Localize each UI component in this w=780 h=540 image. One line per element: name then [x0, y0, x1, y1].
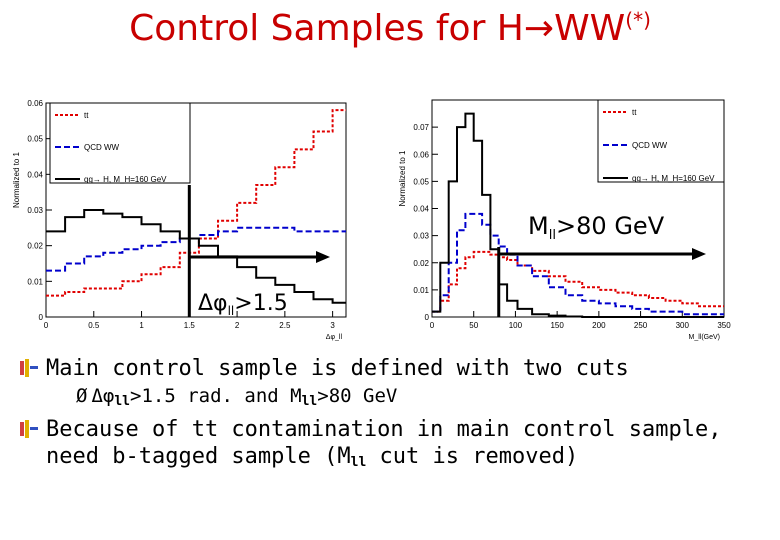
y-tick-label: 0.05: [27, 135, 43, 144]
bullet-btag-ll: ll: [350, 455, 367, 470]
x-tick-label: 300: [676, 321, 690, 330]
x-tick-label: 2.5: [279, 321, 291, 330]
sub-text-ll-1: ll: [114, 394, 130, 409]
sub-text-ll-2: ll: [301, 394, 318, 409]
y-tick-label: 0.02: [27, 242, 43, 251]
legend-label: gg→ H, M_H=160 GeV: [84, 175, 167, 184]
series-line: [46, 209, 346, 304]
x-tick-label: 200: [592, 321, 606, 330]
bullet-btag-line2a: need b-tagged sample (M: [46, 444, 351, 469]
series-line: [432, 250, 724, 313]
x-tick-label: 50: [469, 321, 478, 330]
x-tick-label: 2: [235, 321, 240, 330]
cut-arrow-head: [692, 248, 706, 260]
title-superscript: (*): [625, 8, 651, 32]
y-tick-label: 0.02: [413, 259, 429, 268]
slide-title: Control Samples for H→WW(*): [0, 8, 780, 49]
title-tail: WW: [554, 8, 626, 49]
sub-text-dphi: Δφ: [91, 385, 115, 407]
legend-label: tt: [84, 111, 89, 120]
y-tick-label: 0.03: [413, 232, 429, 241]
x-tick-label: 250: [634, 321, 648, 330]
bullet-list: Main control sample is defined with two …: [20, 355, 760, 476]
bullet-marker-icon: [20, 420, 38, 438]
bullet-btag: Because of tt contamination in main cont…: [20, 416, 760, 443]
title-arrow: →: [523, 8, 555, 49]
bullet-main-control-text: Main control sample is defined with two …: [46, 356, 629, 381]
x-tick-label: 0.5: [88, 321, 100, 330]
cut-label: Δφll>1.5: [198, 291, 288, 318]
bullet-main-control: Main control sample is defined with two …: [20, 355, 760, 382]
legend-label: QCD WW: [632, 141, 668, 150]
x-tick-label: 150: [550, 321, 564, 330]
x-tick-label: 0: [430, 321, 435, 330]
bullet-btag-cont: need b-tagged sample (Mll cut is removed…: [20, 443, 760, 476]
y-tick-label: 0: [39, 313, 44, 322]
x-tick-label: 1.5: [184, 321, 196, 330]
legend-label: tt: [632, 108, 637, 117]
x-tick-label: 0: [44, 321, 49, 330]
sub-text-middle: >1.5 rad. and M: [130, 385, 302, 407]
x-tick-label: 3: [330, 321, 335, 330]
y-tick-label: 0.05: [413, 177, 429, 186]
x-axis-label: M_ll(GeV): [688, 334, 720, 341]
sub-text-end: >80 GeV: [317, 385, 398, 407]
y-tick-label: 0.06: [27, 99, 43, 108]
series-line: [46, 226, 346, 272]
y-tick-label: 0: [425, 313, 430, 322]
y-axis-label: Normalized to 1: [398, 150, 407, 207]
title-text: Control Samples for H: [129, 8, 524, 49]
y-axis-label: Normalized to 1: [12, 151, 21, 208]
plot-mll: 0 0.01 0.02 0.03 0.04 0.05 0.06 0.07 0 50 100 150 20…: [398, 92, 738, 347]
cut-label: Mll>80 GeV: [528, 212, 665, 243]
legend-box: [49, 102, 191, 184]
bullet-btag-line1: Because of tt contamination in main cont…: [46, 417, 722, 442]
y-tick-label: 0.04: [27, 170, 43, 179]
y-tick-label: 0.01: [27, 277, 43, 286]
series-line: [432, 112, 724, 318]
y-tick-label: 0.04: [413, 205, 429, 214]
x-axis-label: Δφ_ll: [326, 334, 343, 341]
sub-bullet-arrow-icon: Ø: [76, 385, 88, 407]
cut-arrow-head: [316, 251, 330, 263]
legend-box: [597, 99, 725, 183]
x-tick-label: 1: [139, 321, 144, 330]
legend-label: QCD WW: [84, 143, 120, 152]
y-tick-label: 0.01: [413, 286, 429, 295]
y-tick-label: 0.07: [413, 123, 429, 132]
series-line: [432, 212, 724, 316]
y-tick-label: 0.03: [27, 206, 43, 215]
sub-bullet-cuts: Ø Δφll>1.5 rad. and Mll>80 GeV: [20, 382, 760, 416]
bullet-btag-line2b: cut is removed): [366, 444, 579, 469]
bullet-marker-icon: [20, 359, 38, 377]
y-tick-label: 0.06: [413, 150, 429, 159]
plot-delta-phi: 0 0.01 0.02 0.03 0.04 0.05 0.06 0 0.5 1 1.5 2 2.5 3 No…: [8, 95, 353, 345]
legend-label: gg→ H, M_H=160 GeV: [632, 174, 715, 183]
x-tick-label: 100: [509, 321, 523, 330]
x-tick-label: 350: [717, 321, 731, 330]
